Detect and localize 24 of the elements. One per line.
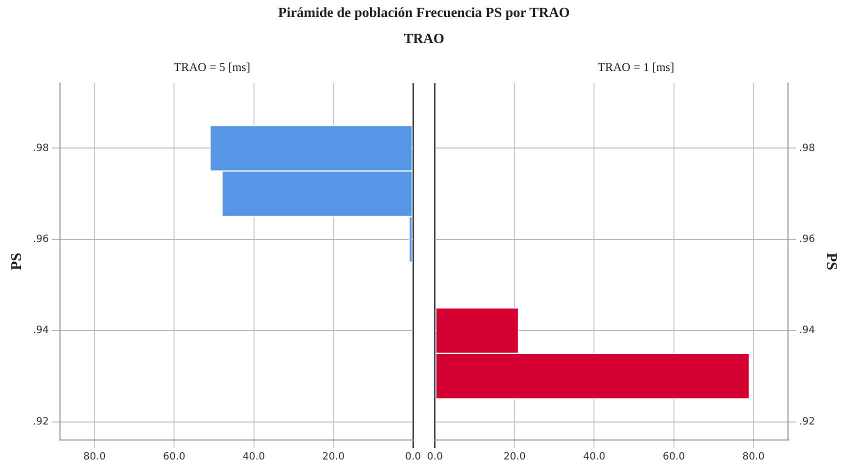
x-tick-label: 80.0 bbox=[83, 452, 106, 463]
chart-subtitle: TRAO bbox=[402, 32, 446, 48]
x-tick-label: 40.0 bbox=[242, 452, 265, 463]
x-tick-label: 60.0 bbox=[163, 452, 186, 463]
x-tick-label: 0.0 bbox=[405, 452, 421, 463]
y-tick-label: .92 bbox=[799, 416, 816, 428]
text: TRAO = 1 [ms] bbox=[596, 60, 676, 75]
y-axis-title: PS bbox=[823, 252, 840, 270]
y-tick-label: .94 bbox=[799, 325, 816, 336]
x-tick-label: 20.0 bbox=[322, 452, 345, 463]
chart-title: Pirámide de población Frecuencia PS por TRAO bbox=[277, 6, 571, 22]
y-tick-label: .96 bbox=[799, 234, 816, 245]
y-tick-label: .98 bbox=[799, 142, 816, 154]
x-tick-label: 60.0 bbox=[662, 452, 685, 463]
x-tick-label: 0.0 bbox=[427, 452, 443, 463]
y-axis-title: PS bbox=[8, 252, 25, 270]
y-tick-label: .96 bbox=[32, 234, 49, 245]
y-tick-label: .98 bbox=[32, 142, 49, 154]
text: TRAO = 5 [ms] bbox=[172, 60, 252, 75]
x-tick-label: 40.0 bbox=[583, 452, 606, 463]
x-tick-label: 20.0 bbox=[503, 452, 526, 463]
x-tick-label: 80.0 bbox=[742, 452, 765, 463]
y-tick-label: .92 bbox=[32, 416, 49, 428]
y-tick-label: .94 bbox=[32, 325, 49, 336]
